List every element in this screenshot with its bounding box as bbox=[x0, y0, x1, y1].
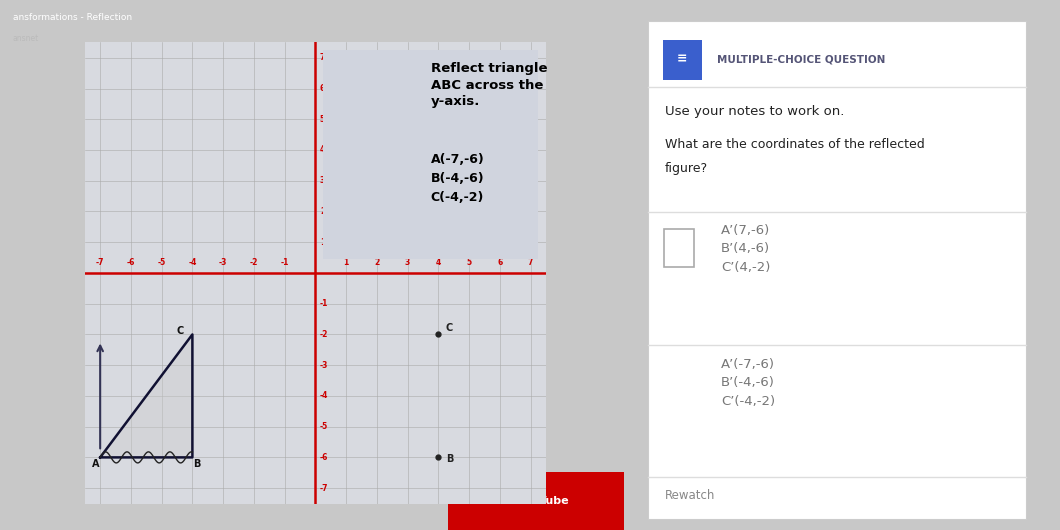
Text: C: C bbox=[176, 326, 183, 337]
Polygon shape bbox=[100, 334, 192, 457]
Text: A’(-7,-6)
B’(-4,-6)
C’(-4,-2): A’(-7,-6) B’(-4,-6) C’(-4,-2) bbox=[721, 358, 775, 408]
Text: 2: 2 bbox=[320, 207, 325, 216]
Text: ansformations - Reflection: ansformations - Reflection bbox=[13, 13, 131, 22]
Text: Reflect triangle
ABC across the
y-axis.: Reflect triangle ABC across the y-axis. bbox=[430, 63, 547, 108]
Text: -7: -7 bbox=[320, 484, 329, 492]
Text: 5: 5 bbox=[320, 115, 325, 123]
Text: -3: -3 bbox=[219, 259, 227, 268]
Text: -7: -7 bbox=[95, 259, 105, 268]
Text: What are the coordinates of the reflected: What are the coordinates of the reflecte… bbox=[665, 138, 924, 151]
Text: Use your notes to work on.: Use your notes to work on. bbox=[665, 105, 845, 118]
Text: 3: 3 bbox=[320, 176, 325, 185]
Text: -6: -6 bbox=[320, 453, 329, 462]
Text: 1: 1 bbox=[343, 259, 349, 268]
Text: 1: 1 bbox=[320, 238, 325, 246]
Text: 4: 4 bbox=[320, 146, 325, 154]
Text: ► YouTube: ► YouTube bbox=[504, 496, 568, 506]
Text: -6: -6 bbox=[127, 259, 135, 268]
Text: 4: 4 bbox=[436, 259, 441, 268]
Text: -4: -4 bbox=[320, 392, 329, 400]
Text: -5: -5 bbox=[158, 259, 165, 268]
Text: ≡: ≡ bbox=[677, 53, 688, 66]
Text: 6: 6 bbox=[320, 84, 325, 93]
Text: Rewatch: Rewatch bbox=[665, 489, 716, 502]
Text: B: B bbox=[446, 454, 454, 464]
Text: 2: 2 bbox=[374, 259, 379, 268]
Text: -5: -5 bbox=[320, 422, 329, 431]
Text: -2: -2 bbox=[250, 259, 258, 268]
Text: MULTIPLE-CHOICE QUESTION: MULTIPLE-CHOICE QUESTION bbox=[717, 55, 885, 64]
Text: C: C bbox=[446, 323, 454, 333]
Text: A’(7,-6)
B’(4,-6)
C’(4,-2): A’(7,-6) B’(4,-6) C’(4,-2) bbox=[721, 224, 771, 273]
Text: 5: 5 bbox=[466, 259, 472, 268]
FancyBboxPatch shape bbox=[447, 472, 624, 530]
Text: 3: 3 bbox=[405, 259, 410, 268]
Text: -3: -3 bbox=[320, 361, 329, 369]
FancyBboxPatch shape bbox=[664, 229, 694, 267]
Text: 6: 6 bbox=[497, 259, 502, 268]
Text: -2: -2 bbox=[320, 330, 329, 339]
Text: B: B bbox=[193, 458, 200, 469]
Text: 7: 7 bbox=[528, 259, 533, 268]
Text: -4: -4 bbox=[189, 259, 196, 268]
Text: A(-7,-6)
B(-4,-6)
C(-4,-2): A(-7,-6) B(-4,-6) C(-4,-2) bbox=[430, 153, 484, 204]
Text: -1: -1 bbox=[281, 259, 288, 268]
Text: ansnet: ansnet bbox=[13, 34, 39, 43]
FancyBboxPatch shape bbox=[648, 21, 1026, 519]
Text: -1: -1 bbox=[320, 299, 329, 308]
Text: figure?: figure? bbox=[665, 162, 708, 175]
Text: A: A bbox=[92, 458, 100, 469]
FancyBboxPatch shape bbox=[323, 50, 538, 259]
FancyBboxPatch shape bbox=[662, 40, 702, 80]
Text: 7: 7 bbox=[320, 54, 325, 62]
